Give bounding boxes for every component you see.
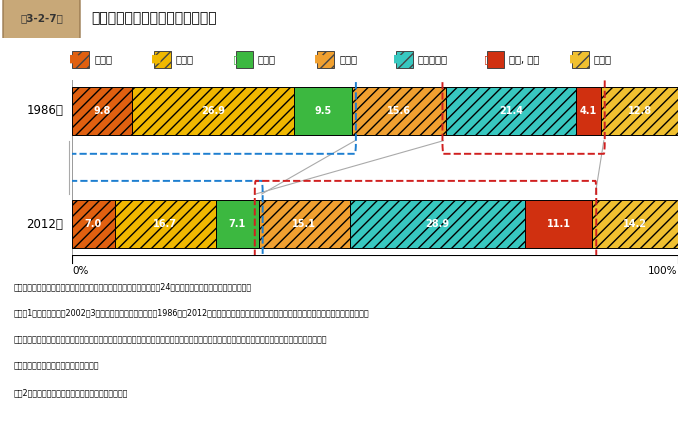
Bar	[72, 200, 115, 248]
Text: 2012年: 2012年	[26, 218, 63, 231]
Text: た。また、サービス業には、「飲食店，宿泊業」、「教育，学習支援業」、「複合サービス事業（郵便局は除く）」、「サービス業（他に分類: た。また、サービス業には、「飲食店，宿泊業」、「教育，学習支援業」、「複合サービ…	[14, 335, 327, 344]
Bar	[572, 51, 589, 68]
Text: 16.7: 16.7	[153, 219, 178, 229]
Text: 医療, 福祉: 医療, 福祉	[508, 54, 539, 64]
Bar	[236, 51, 252, 68]
FancyBboxPatch shape	[3, 0, 80, 71]
Text: 15.1: 15.1	[292, 219, 316, 229]
Bar	[72, 51, 89, 68]
Text: その他: その他	[594, 54, 612, 64]
Text: 2．従業者数は、事業所ベースで集計している。: 2．従業者数は、事業所ベースで集計している。	[14, 388, 128, 397]
Text: ■: ■	[69, 54, 80, 64]
Text: 100%: 100%	[648, 266, 678, 277]
Bar	[352, 87, 447, 135]
Text: されないもの）」が含まれている。: されないもの）」が含まれている。	[14, 362, 99, 370]
Bar	[72, 87, 131, 135]
Text: 従業者数で見た産業構成比の変化: 従業者数で見た産業構成比の変化	[91, 11, 217, 25]
Bar	[447, 87, 576, 135]
Text: □: □	[484, 54, 495, 64]
Text: （注）1．産業分類は、2002年3月改訂のものに従っている。1986年と2012年の産業分類については、産業分類を小分類レベルで共通分類にくくり直し: （注）1．産業分類は、2002年3月改訂のものに従っている。1986年と2012…	[14, 309, 369, 317]
Text: 0%: 0%	[72, 266, 89, 277]
Bar	[396, 51, 413, 68]
Bar	[131, 87, 294, 135]
Bar	[525, 200, 592, 248]
Bar	[154, 51, 171, 68]
Text: ■: ■	[569, 54, 579, 64]
Text: 製造業: 製造業	[175, 54, 194, 64]
Text: 15.6: 15.6	[387, 106, 411, 116]
Text: 9.8: 9.8	[93, 106, 111, 116]
Text: 建設業: 建設業	[94, 54, 112, 64]
Bar	[294, 87, 352, 135]
Text: 28.9: 28.9	[426, 219, 450, 229]
Text: 11.1: 11.1	[547, 219, 571, 229]
Text: ■: ■	[393, 54, 404, 64]
Bar	[592, 200, 678, 248]
Bar	[576, 87, 601, 135]
Bar	[115, 200, 216, 248]
Text: サービス業: サービス業	[418, 54, 448, 64]
Text: 12.8: 12.8	[627, 106, 652, 116]
Bar	[601, 87, 678, 135]
Text: ■: ■	[314, 54, 325, 64]
Text: 4.1: 4.1	[580, 106, 597, 116]
Bar	[259, 200, 350, 248]
Bar	[350, 200, 525, 248]
Text: 小売業: 小売業	[339, 54, 357, 64]
Text: ■: ■	[151, 54, 162, 64]
Bar	[216, 200, 259, 248]
Text: 卸売業: 卸売業	[257, 54, 275, 64]
Text: 7.0: 7.0	[85, 219, 102, 229]
Text: 7.1: 7.1	[228, 219, 246, 229]
Bar	[317, 51, 334, 68]
Text: 1986年: 1986年	[26, 104, 63, 117]
Text: 9.5: 9.5	[314, 106, 332, 116]
Text: 第3-2-7図: 第3-2-7図	[20, 13, 63, 23]
Text: 14.2: 14.2	[623, 219, 647, 229]
Text: 21.4: 21.4	[499, 106, 523, 116]
Text: 資料：総務省「事業所・企業統計調査」、総務省・経済産業省「平成24年経済センサス－活動調査」再編加工: 資料：総務省「事業所・企業統計調査」、総務省・経済産業省「平成24年経済センサス…	[14, 282, 252, 291]
Text: 26.9: 26.9	[201, 106, 225, 116]
Bar	[487, 51, 504, 68]
Text: □: □	[233, 54, 243, 64]
